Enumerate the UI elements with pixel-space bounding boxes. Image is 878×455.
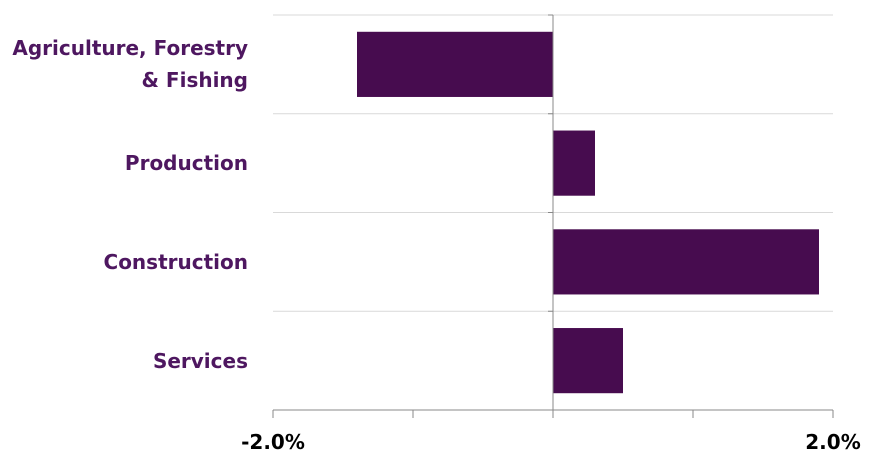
x-tick-label: -2.0% <box>241 430 305 454</box>
x-tick-label: 2.0% <box>805 430 861 454</box>
bar <box>357 31 553 97</box>
category-label: Production <box>124 151 248 176</box>
bar <box>553 229 819 295</box>
bar <box>553 130 595 196</box>
category-label: Agriculture, Forestry & Fishing <box>12 36 248 93</box>
category-label: Services <box>152 348 248 373</box>
category-label: Construction <box>103 249 248 274</box>
bar <box>553 328 623 394</box>
